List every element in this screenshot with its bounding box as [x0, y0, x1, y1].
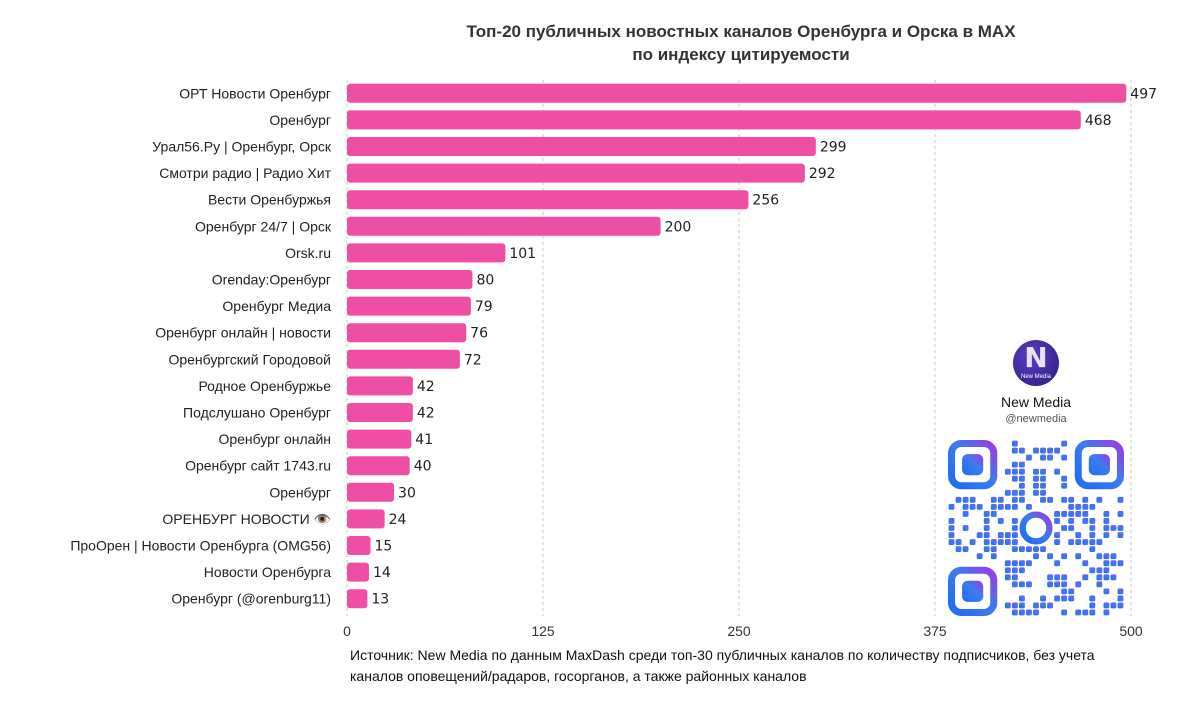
bar — [347, 270, 473, 289]
value-label: 79 — [475, 299, 493, 315]
bar — [347, 110, 1081, 130]
bar — [347, 403, 413, 422]
category-label: Оренбургский Городовой — [168, 351, 331, 367]
value-label: 15 — [375, 539, 393, 555]
bar-chart: Топ-20 публичных новостных каналов Оренб… — [70, 22, 1157, 639]
value-label: 468 — [1085, 113, 1112, 129]
value-label: 256 — [752, 193, 779, 209]
value-label: 497 — [1130, 86, 1157, 102]
category-label: Оренбург (@orenburg11) — [171, 591, 331, 607]
category-label: Родное Оренбуржье — [198, 378, 331, 394]
bar — [347, 456, 410, 476]
x-tick-label: 500 — [1119, 623, 1143, 639]
qr-code-icon — [948, 440, 1124, 616]
bar — [347, 536, 371, 555]
category-label: Оренбург — [269, 484, 331, 500]
bar — [347, 216, 661, 236]
bar — [347, 83, 1127, 103]
bar — [347, 482, 395, 502]
brand-name: New Media — [1000, 394, 1072, 410]
bar — [347, 349, 460, 369]
grid-lines — [346, 80, 1132, 616]
category-label: Оренбург онлайн — [218, 431, 331, 447]
value-label: 42 — [417, 379, 435, 395]
brand-handle: @newmedia — [1005, 413, 1067, 425]
category-label: ПроОрен | Новости Оренбурга (OMG56) — [70, 538, 331, 554]
category-label: ОРТ Новости Оренбург — [179, 85, 331, 101]
value-label: 30 — [398, 485, 416, 501]
value-label: 24 — [389, 512, 407, 528]
value-label: 42 — [417, 406, 435, 422]
value-label: 72 — [464, 352, 482, 368]
bar — [347, 296, 471, 316]
source-note: Источник: New Media по данным MaxDash ср… — [350, 647, 1095, 684]
chart-title-line-2: по индексу цитируемости — [632, 45, 849, 64]
x-tick-label: 0 — [343, 623, 351, 639]
bar — [347, 243, 506, 263]
category-label: Смотри радио | Радио Хит — [159, 165, 331, 181]
bar — [347, 323, 467, 343]
category-label: Подслушано Оренбург — [183, 405, 331, 421]
value-label: 299 — [820, 140, 847, 156]
brand-block: N New Media New Media @newmedia — [948, 340, 1124, 425]
x-tick-label: 375 — [923, 623, 947, 639]
bar — [347, 163, 805, 183]
value-label: 76 — [470, 326, 488, 342]
value-label: 200 — [665, 219, 692, 235]
bar — [347, 562, 369, 582]
category-label: Вести Оренбуржья — [208, 192, 331, 208]
category-label: Orsk.ru — [285, 245, 331, 261]
category-label: Оренбург 24/7 | Орск — [195, 218, 332, 234]
logo-caption: New Media — [1020, 374, 1051, 380]
logo-letter: N — [1024, 341, 1048, 374]
x-tick-label: 250 — [727, 623, 751, 639]
bar — [347, 589, 368, 609]
bar — [347, 429, 412, 449]
value-label: 80 — [476, 273, 494, 289]
new-media-logo-icon: N New Media — [1013, 340, 1059, 386]
bar — [347, 190, 749, 210]
bar — [347, 376, 413, 396]
value-label: 13 — [371, 592, 389, 608]
category-label: Урал56.Ру | Оренбург, Орск — [152, 139, 332, 155]
value-label: 41 — [415, 432, 433, 448]
value-label: 292 — [809, 166, 836, 182]
category-label: Оренбург — [269, 112, 331, 128]
category-label: Оренбург Медиа — [222, 298, 331, 314]
category-label: Новости Оренбурга — [204, 564, 331, 580]
chart-title-line-1: Топ-20 публичных новостных каналов Оренб… — [466, 22, 1016, 41]
category-label: Оренбург онлайн | новости — [155, 325, 331, 341]
category-label: Orenday:Оренбург — [212, 272, 331, 288]
value-labels: 497 468 299 292 256 200 101 80 79 76 72 42 42 41 40 30 2… — [371, 86, 1157, 607]
bars — [347, 83, 1127, 609]
value-label: 40 — [414, 459, 432, 475]
category-label: ОРЕНБУРГ НОВОСТИ 👁️ — [162, 511, 331, 527]
value-label: 14 — [373, 565, 391, 581]
category-label: Оренбург сайт 1743.ru — [185, 458, 331, 474]
x-tick-label: 125 — [531, 623, 555, 639]
value-label: 101 — [509, 246, 536, 262]
x-axis-ticks: 0 125 250 375 500 — [343, 623, 1143, 639]
bar — [347, 137, 816, 156]
category-labels: ОРТ Новости Оренбург Оренбург Урал56.Ру | … — [70, 85, 332, 606]
bar — [347, 509, 385, 529]
